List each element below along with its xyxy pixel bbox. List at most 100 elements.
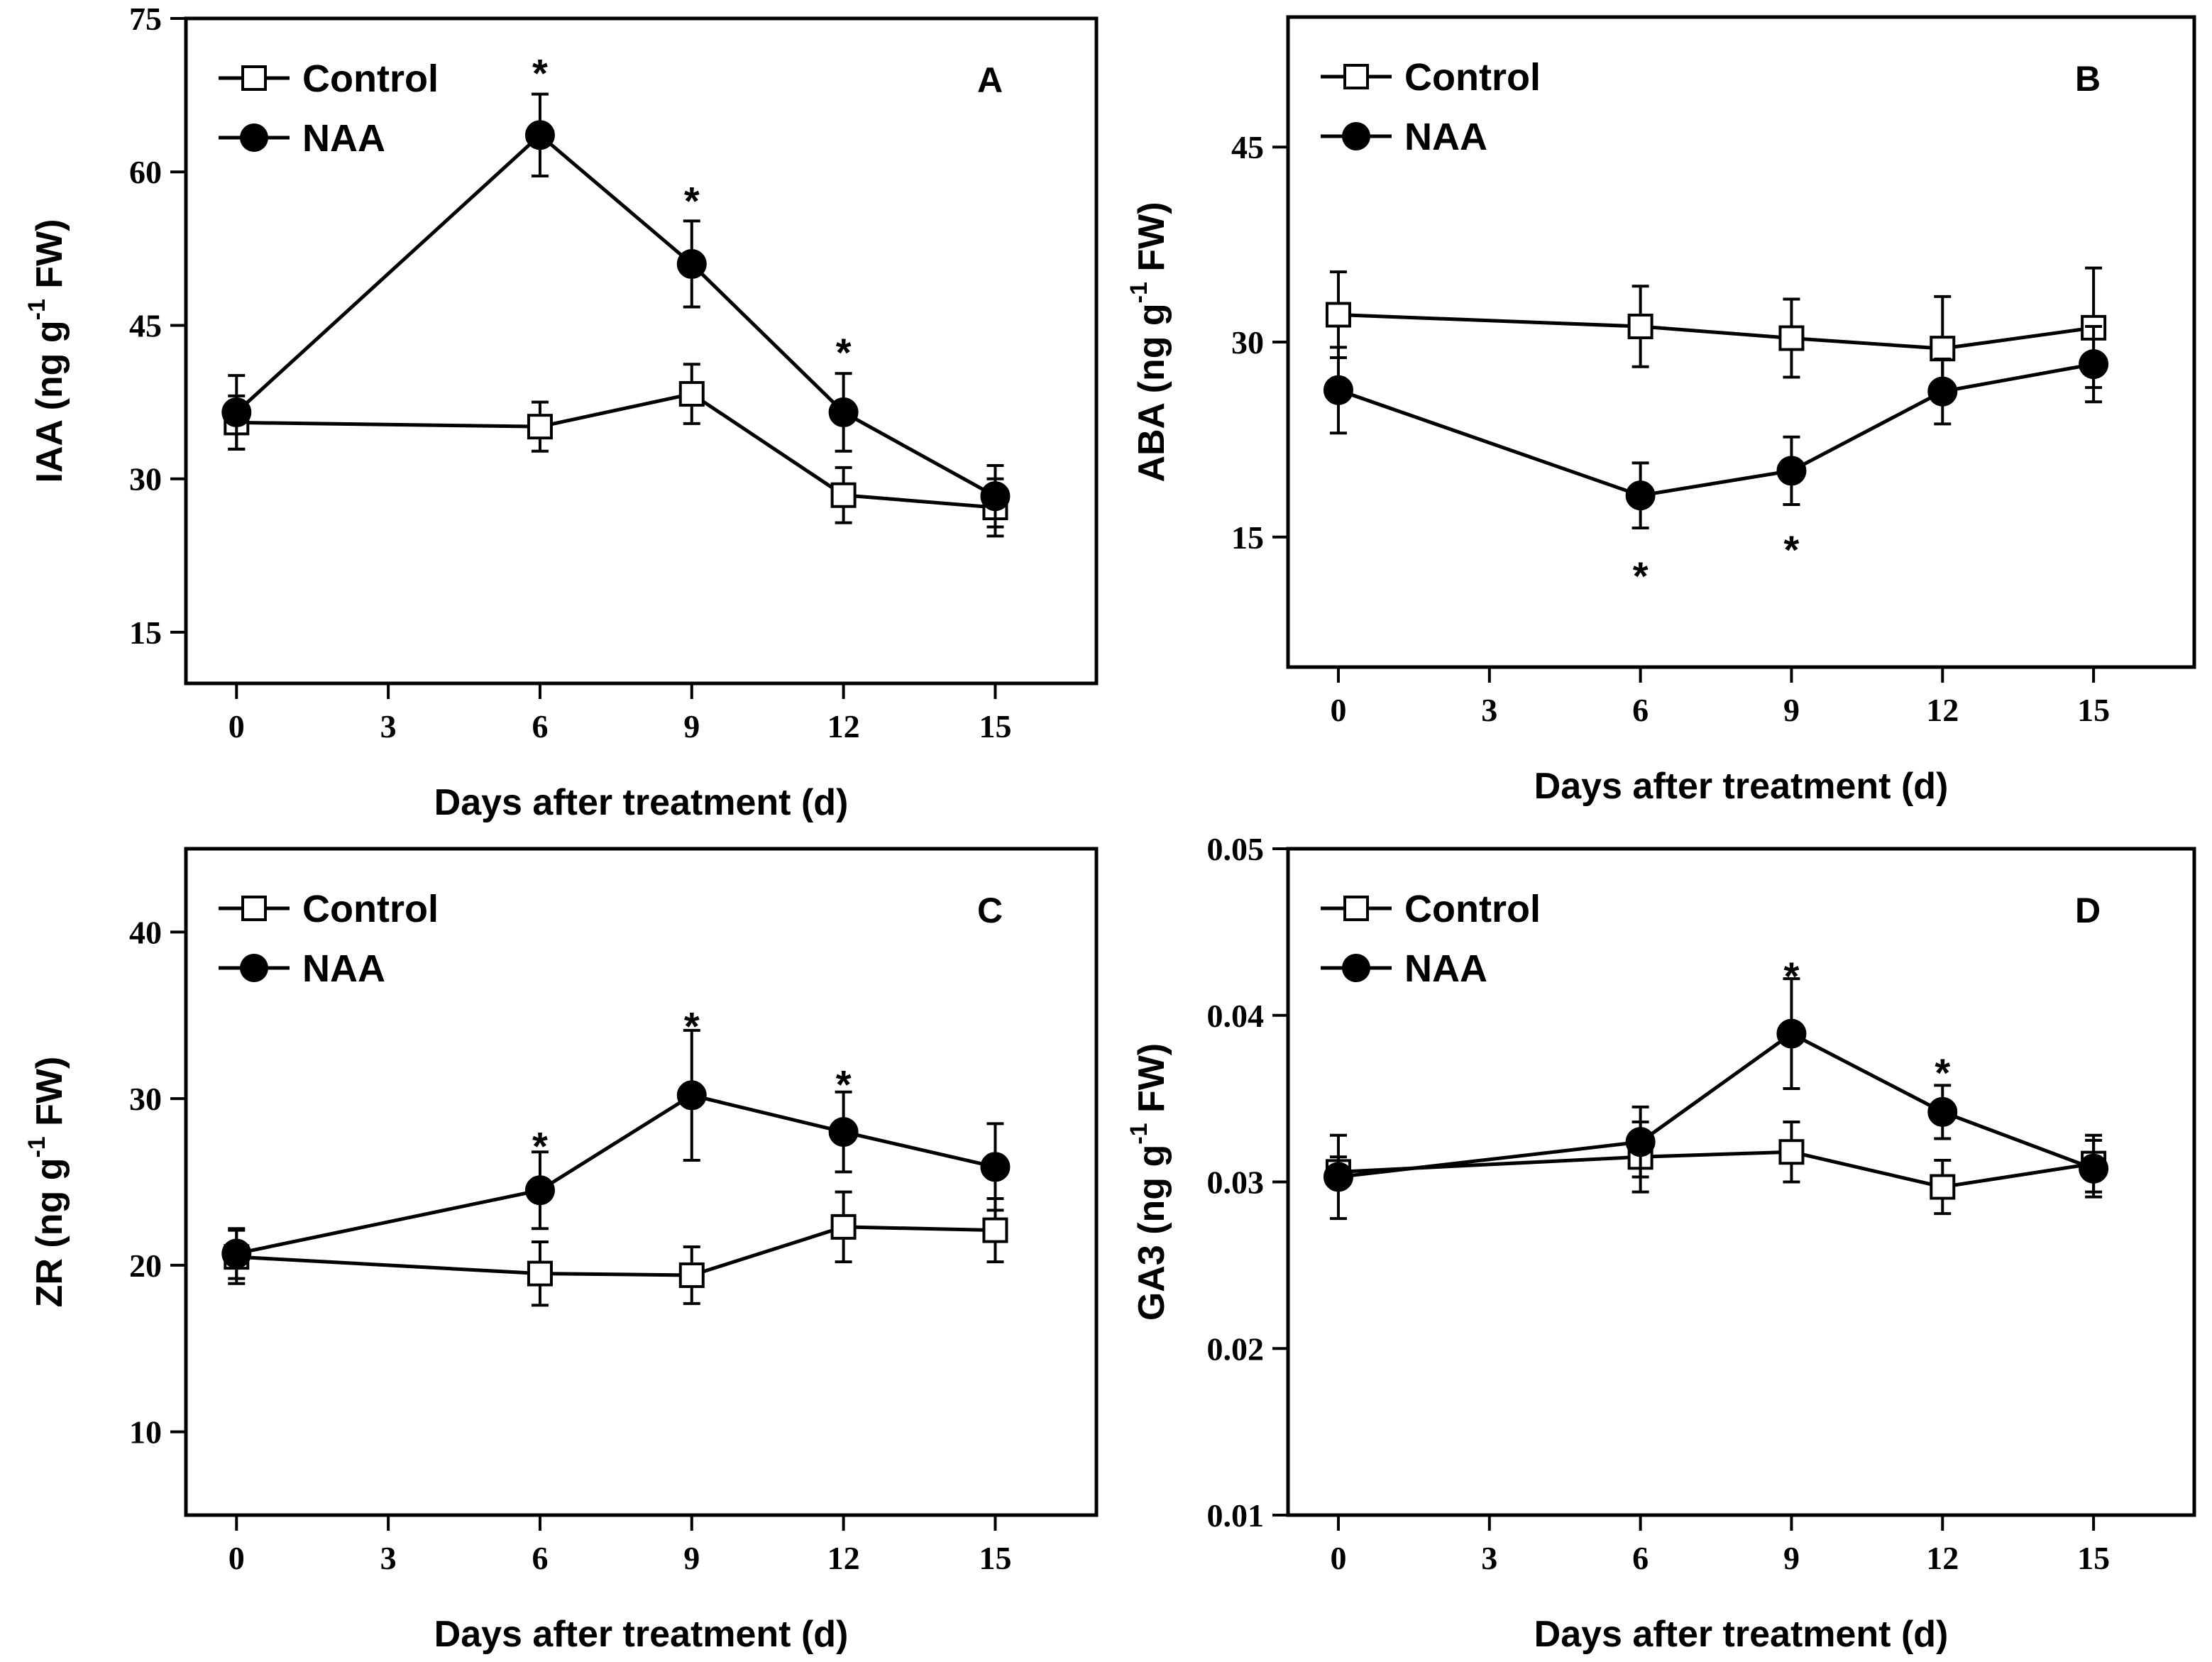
legend-label-naa: NAA bbox=[1404, 116, 1487, 158]
legend-label-naa: NAA bbox=[1404, 947, 1487, 990]
legend-label-control: Control bbox=[1404, 888, 1541, 930]
y-tick-label: 15 bbox=[129, 615, 162, 651]
x-tick-label: 9 bbox=[1783, 1540, 1800, 1576]
data-point-naa bbox=[828, 397, 859, 427]
y-tick-label: 10 bbox=[129, 1414, 162, 1451]
data-point-control bbox=[678, 381, 705, 407]
data-point-control bbox=[1930, 336, 1956, 362]
significance-star: * bbox=[1633, 554, 1649, 598]
legend-marker-control bbox=[241, 65, 267, 91]
data-point-naa bbox=[2079, 349, 2109, 380]
x-tick-label: 3 bbox=[1481, 692, 1497, 728]
x-tick-label: 15 bbox=[979, 708, 1011, 744]
y-tick-label: 40 bbox=[129, 914, 162, 950]
data-point-naa bbox=[980, 481, 1011, 512]
panel-label: C bbox=[977, 891, 1003, 930]
x-tick-label: 12 bbox=[827, 1540, 860, 1576]
legend-label-naa: NAA bbox=[302, 947, 385, 990]
data-point-naa bbox=[1625, 1127, 1656, 1157]
data-point-naa bbox=[1776, 456, 1807, 486]
panel-b: 15 30 45 0 3 6 9 12 15 Days after treatment (d) AB… bbox=[1126, 15, 2196, 807]
legend-marker-naa bbox=[240, 954, 268, 982]
significance-star: * bbox=[532, 50, 548, 95]
x-axis-title: Days after treatment (d) bbox=[434, 1614, 849, 1655]
x-axis-title: Days after treatment (d) bbox=[1534, 1614, 1949, 1655]
series-line-control bbox=[1338, 1150, 2094, 1189]
x-tick-label: 6 bbox=[532, 1540, 548, 1576]
series-line-naa bbox=[236, 1093, 996, 1255]
data-point-control bbox=[830, 482, 857, 508]
legend-marker-control bbox=[241, 896, 267, 921]
data-point-naa bbox=[524, 120, 555, 150]
data-point-control bbox=[527, 414, 553, 440]
y-tick-label: 30 bbox=[1231, 324, 1264, 361]
x-tick-label: 15 bbox=[2077, 692, 2110, 728]
data-point-control bbox=[1627, 314, 1654, 340]
x-tick-label: 6 bbox=[1632, 692, 1649, 728]
panel-label: D bbox=[2075, 891, 2101, 930]
panel-d: 0.01 0.02 0.03 0.04 0.05 0 3 6 9 12 15 Days after t… bbox=[1126, 831, 2196, 1655]
x-tick-label: 15 bbox=[979, 1540, 1011, 1576]
series-line-control bbox=[236, 1225, 996, 1277]
significance-star: * bbox=[684, 179, 700, 224]
series-line-naa bbox=[1338, 362, 2094, 497]
x-tick-label: 0 bbox=[229, 1540, 245, 1576]
x-axis-title: Days after treatment (d) bbox=[434, 782, 849, 823]
panel-label: B bbox=[2075, 59, 2101, 99]
x-tick-label: 12 bbox=[827, 708, 860, 744]
x-tick-label: 0 bbox=[229, 708, 245, 744]
y-axis-title: ZR (ng g-1 FW) bbox=[23, 1057, 70, 1308]
y-axis-title: ABA (ng g-1 FW) bbox=[1126, 202, 1172, 482]
y-tick-label: 60 bbox=[129, 154, 162, 190]
y-tick-label: 45 bbox=[1231, 129, 1264, 165]
significance-star: * bbox=[1784, 527, 1800, 572]
data-point-control bbox=[527, 1260, 553, 1287]
plot-frame bbox=[184, 16, 1099, 686]
plot-frame bbox=[184, 847, 1099, 1517]
legend-marker-naa bbox=[1342, 122, 1370, 150]
x-tick-label: 3 bbox=[380, 1540, 397, 1576]
data-point-control bbox=[1930, 1174, 1956, 1200]
x-tick-label: 0 bbox=[1330, 1540, 1346, 1576]
series-line-control bbox=[1338, 313, 2094, 351]
x-tick-label: 3 bbox=[380, 708, 397, 744]
y-tick-label: 0.02 bbox=[1207, 1331, 1265, 1367]
legend-marker-naa bbox=[240, 123, 268, 152]
y-tick-label: 0.04 bbox=[1207, 998, 1265, 1034]
data-point-naa bbox=[676, 1080, 707, 1111]
data-point-naa bbox=[1927, 376, 1958, 407]
legend-label-control: Control bbox=[302, 57, 439, 100]
plot-frame bbox=[1286, 15, 2196, 669]
data-point-naa bbox=[828, 1117, 859, 1148]
y-tick-label: 0.05 bbox=[1207, 831, 1265, 867]
x-tick-label: 0 bbox=[1330, 692, 1346, 728]
legend-marker-control bbox=[1343, 896, 1369, 921]
series-line-control bbox=[236, 392, 996, 510]
x-axis-title: Days after treatment (d) bbox=[1534, 766, 1949, 807]
data-point-naa bbox=[1323, 1162, 1353, 1192]
y-tick-label: 0.03 bbox=[1207, 1165, 1265, 1201]
x-tick-label: 12 bbox=[1926, 1540, 1959, 1576]
panel-c: 10 20 30 40 0 3 6 9 12 15 Days after treatment (d)… bbox=[23, 847, 1099, 1655]
data-point-naa bbox=[2079, 1153, 2109, 1184]
x-tick-label: 6 bbox=[1632, 1540, 1649, 1576]
legend-label-control: Control bbox=[1404, 56, 1541, 99]
y-tick-label: 15 bbox=[1231, 519, 1264, 556]
panel-label: A bbox=[977, 60, 1003, 100]
data-point-naa bbox=[1927, 1096, 1958, 1127]
data-point-control bbox=[982, 1217, 1008, 1243]
data-point-naa bbox=[1776, 1018, 1807, 1049]
y-tick-label: 30 bbox=[129, 1081, 162, 1117]
data-point-naa bbox=[1323, 375, 1353, 405]
x-tick-label: 9 bbox=[683, 708, 700, 744]
data-point-control bbox=[1778, 325, 1805, 351]
x-tick-label: 15 bbox=[2077, 1540, 2110, 1576]
panel-a: 15 30 45 60 75 0 3 6 9 12 15 Days after treatment (… bbox=[23, 1, 1099, 823]
series-line-naa bbox=[235, 133, 996, 498]
significance-star: * bbox=[836, 1062, 852, 1107]
legend-label-naa: NAA bbox=[302, 117, 385, 160]
legend-marker-naa bbox=[1342, 954, 1370, 982]
data-point-control bbox=[1325, 302, 1351, 328]
y-tick-label: 20 bbox=[129, 1248, 162, 1284]
